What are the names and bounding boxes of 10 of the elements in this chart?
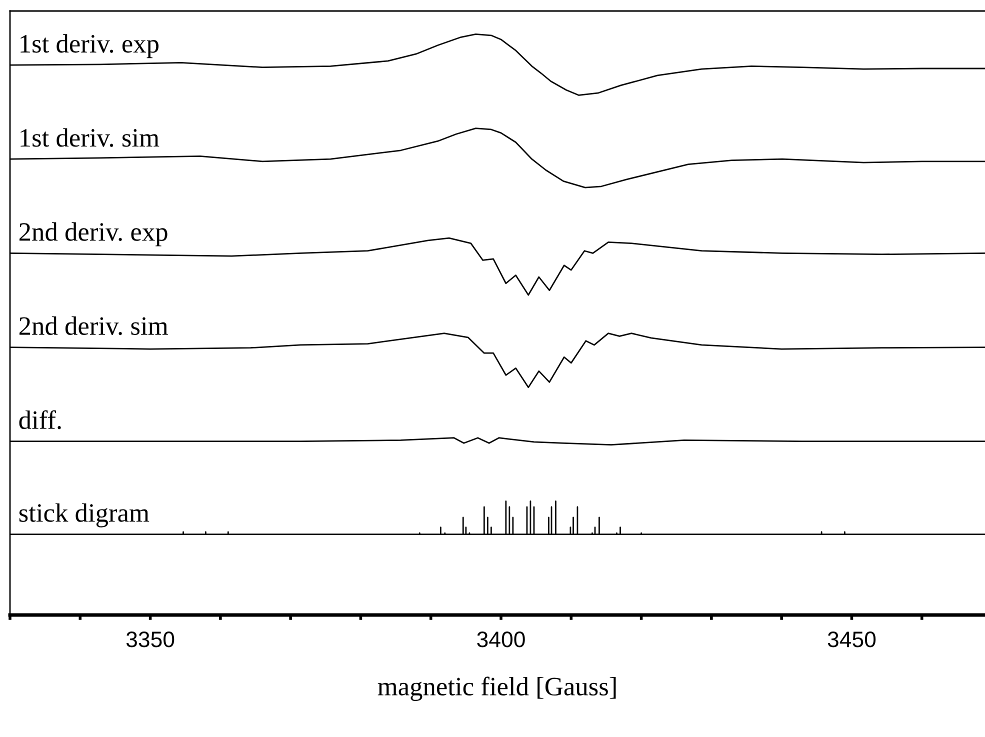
series-label: stick digram <box>19 503 150 528</box>
series-label: 2nd deriv. exp <box>19 222 168 246</box>
x-tick-label: 3350 <box>126 632 174 648</box>
series-label: 1st deriv. exp <box>20 34 158 58</box>
series-label: diff. <box>19 410 61 430</box>
x-axis-title: magnetic field [Gauss] <box>378 676 616 701</box>
series-label: 1st deriv. sim <box>20 128 160 147</box>
series-label: 2nd deriv. sim <box>19 316 168 336</box>
x-tick-label: 3450 <box>828 632 876 648</box>
x-tick-label: 3400 <box>477 632 525 648</box>
